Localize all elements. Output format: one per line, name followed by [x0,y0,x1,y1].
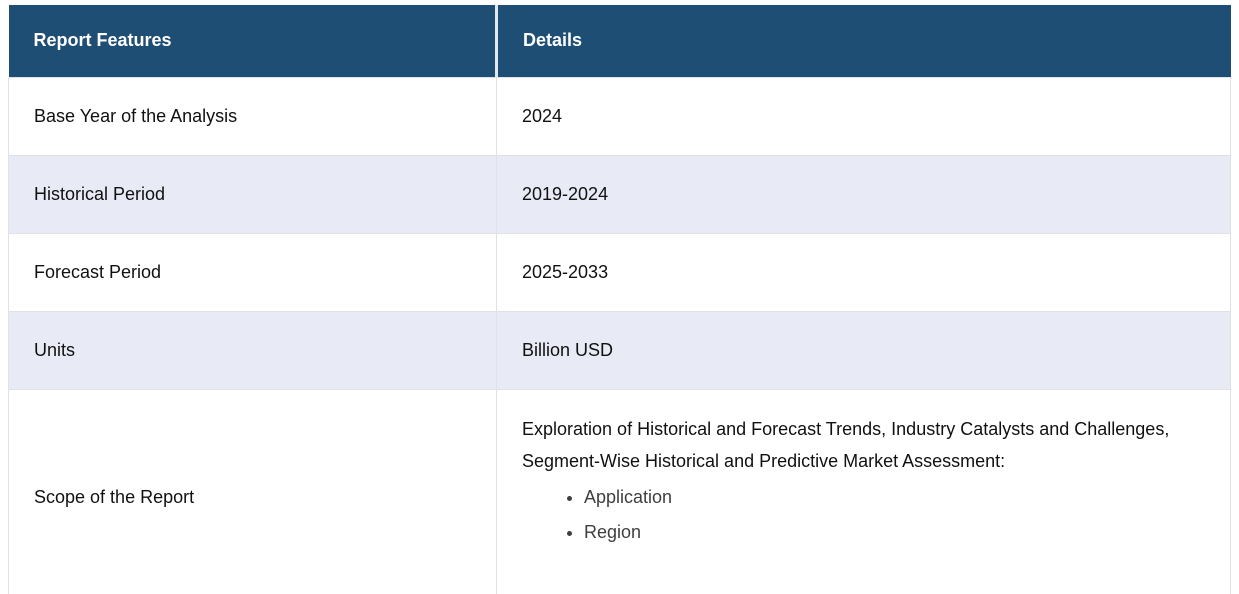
report-features-table: Report Features Details Base Year of the… [8,5,1231,594]
detail-cell: 2024 [496,76,1231,156]
table-row-forecast-period: Forecast Period 2025-2033 [8,232,1231,312]
table-row-base-year: Base Year of the Analysis 2024 [8,76,1231,156]
table-row-historical-period: Historical Period 2019-2024 [8,154,1231,234]
feature-cell: Base Year of the Analysis [8,76,497,156]
detail-cell: 2019-2024 [496,154,1231,234]
scope-paragraph: Exploration of Historical and Forecast T… [522,418,1170,471]
header-details: Details [496,5,1231,77]
table-row-scope: Scope of the Report Exploration of Histo… [8,388,1231,594]
table-row-units: Units Billion USD [8,310,1231,390]
scope-bullet-list: Application Region [522,481,1205,548]
report-table-container: Report Features Details Base Year of the… [8,5,1231,594]
feature-cell: Units [8,310,497,390]
detail-cell: Billion USD [496,310,1231,390]
scope-bullet-application: Application [584,481,1205,513]
detail-cell: 2025-2033 [496,232,1231,312]
feature-cell: Scope of the Report [8,388,497,594]
feature-cell: Forecast Period [8,232,497,312]
feature-cell: Historical Period [8,154,497,234]
detail-cell: Exploration of Historical and Forecast T… [496,388,1231,594]
scope-bullet-region: Region [584,516,1205,548]
table-header-row: Report Features Details [8,5,1231,77]
header-report-features: Report Features [8,5,498,77]
